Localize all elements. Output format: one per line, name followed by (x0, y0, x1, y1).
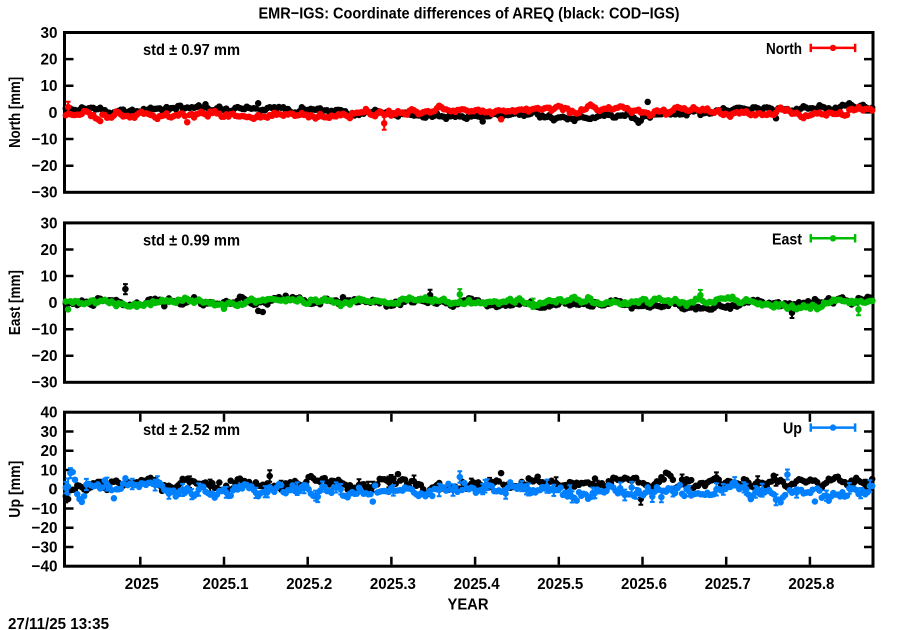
svg-text:−30: −30 (32, 375, 58, 392)
svg-text:27/11/25 13:35: 27/11/25 13:35 (8, 616, 109, 630)
svg-text:30: 30 (41, 25, 58, 42)
svg-text:2025: 2025 (125, 576, 159, 593)
svg-text:Up [mm]: Up [mm] (7, 461, 24, 518)
svg-text:30: 30 (41, 424, 58, 441)
svg-text:East [mm]: East [mm] (7, 270, 24, 335)
svg-text:20: 20 (41, 52, 58, 69)
svg-text:−10: −10 (32, 322, 58, 339)
svg-text:0: 0 (49, 105, 58, 122)
svg-text:std ± 0.97 mm: std ± 0.97 mm (143, 42, 240, 59)
svg-text:2025.7: 2025.7 (705, 576, 751, 593)
svg-text:2025.2: 2025.2 (286, 576, 332, 593)
svg-text:−20: −20 (32, 158, 58, 175)
svg-text:EMR−IGS: Coordinate difference: EMR−IGS: Coordinate differences of AREQ … (259, 6, 680, 23)
svg-text:20: 20 (41, 443, 58, 460)
svg-text:YEAR: YEAR (448, 597, 489, 614)
svg-text:10: 10 (41, 78, 58, 95)
svg-text:North [mm]: North [mm] (7, 77, 24, 148)
svg-text:2025.6: 2025.6 (621, 576, 667, 593)
svg-text:Up: Up (783, 421, 802, 438)
svg-text:−30: −30 (32, 539, 58, 556)
svg-text:40: 40 (41, 405, 58, 422)
svg-text:20: 20 (41, 242, 58, 259)
svg-text:10: 10 (41, 462, 58, 479)
svg-text:std ± 2.52 mm: std ± 2.52 mm (143, 422, 240, 439)
svg-text:−20: −20 (32, 348, 58, 365)
svg-text:−40: −40 (32, 559, 58, 576)
svg-text:−30: −30 (32, 185, 58, 202)
svg-text:std ± 0.99 mm: std ± 0.99 mm (143, 233, 240, 250)
svg-text:East: East (772, 231, 803, 248)
svg-text:−10: −10 (32, 501, 58, 518)
svg-text:0: 0 (49, 295, 58, 312)
svg-text:2025.1: 2025.1 (203, 576, 249, 593)
svg-text:−20: −20 (32, 520, 58, 537)
svg-text:2025.5: 2025.5 (537, 576, 583, 593)
svg-text:2025.3: 2025.3 (370, 576, 416, 593)
svg-text:0: 0 (49, 482, 58, 499)
svg-text:10: 10 (41, 268, 58, 285)
svg-text:−10: −10 (32, 131, 58, 148)
svg-text:2025.4: 2025.4 (454, 576, 500, 593)
svg-text:North: North (766, 41, 802, 58)
svg-text:2025.8: 2025.8 (788, 576, 834, 593)
svg-text:30: 30 (41, 215, 58, 232)
